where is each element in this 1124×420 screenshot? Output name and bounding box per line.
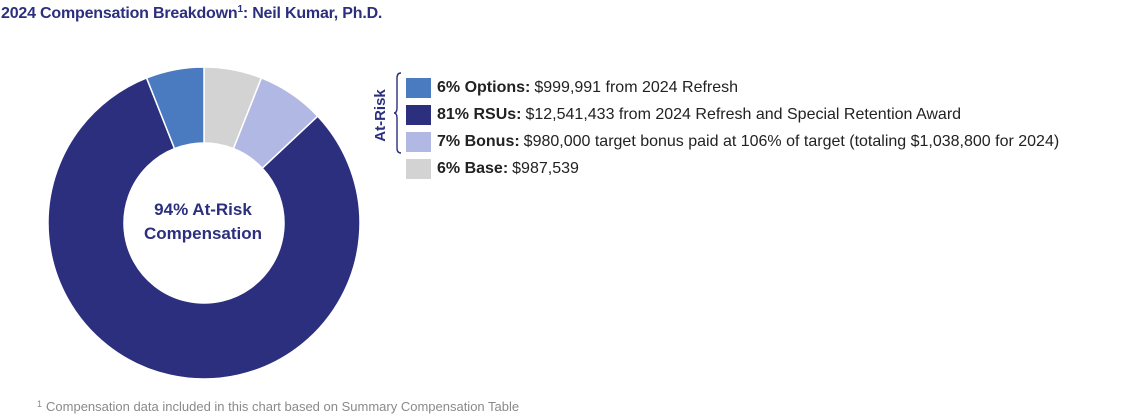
chart-legend: 6% Options: $999,991 from 2024 Refresh 8… — [406, 74, 1059, 182]
donut-chart — [47, 66, 361, 380]
chart-title-text: 2024 Compensation Breakdown — [1, 5, 238, 22]
legend-item-bonus: 7% Bonus: $980,000 target bonus paid at … — [406, 128, 1059, 155]
footnote-mark: 1 — [37, 399, 43, 409]
at-risk-bracket — [394, 72, 402, 154]
legend-item-base: 6% Base: $987,539 — [406, 155, 1059, 182]
legend-options-bold: 6% Options: — [437, 78, 531, 96]
chart-title-suffix: : Neil Kumar, Ph.D. — [242, 5, 383, 22]
legend-swatch-base — [406, 158, 431, 179]
legend-swatch-rsus — [406, 104, 431, 125]
at-risk-label-text: At-Risk — [371, 88, 389, 142]
donut-slice-options — [145, 66, 205, 150]
center-label-line1: 94% At-Risk — [154, 200, 252, 219]
legend-bonus-text: $980,000 target bonus paid at 106% of ta… — [523, 132, 1060, 150]
legend-item-rsus: 81% RSUs: $12,541,433 from 2024 Refresh … — [406, 101, 1059, 128]
legend-swatch-options — [406, 77, 431, 98]
legend-base-bold: 6% Base: — [437, 159, 509, 177]
legend-item-options: 6% Options: $999,991 from 2024 Refresh — [406, 74, 1059, 101]
legend-base-text: $987,539 — [512, 159, 579, 177]
donut-center-label: 94% At-Risk Compensation — [133, 198, 273, 246]
footnote-text: Compensation data included in this chart… — [46, 399, 520, 414]
center-label-line2: Compensation — [143, 224, 263, 243]
title-footnote-mark: 1 — [237, 4, 243, 15]
donut-slice-rsus — [47, 76, 361, 380]
legend-bonus-bold: 7% Bonus: — [437, 132, 520, 150]
legend-swatch-bonus — [406, 131, 431, 152]
legend-options-text: $999,991 from 2024 Refresh — [534, 78, 739, 96]
chart-title: 2024 Compensation Breakdown1: Neil Kumar… — [1, 4, 382, 23]
chart-footnote: 1 Compensation data included in this char… — [37, 399, 519, 414]
legend-rsus-bold: 81% RSUs: — [437, 105, 522, 123]
legend-rsus-text: $12,541,433 from 2024 Refresh and Specia… — [525, 105, 962, 123]
at-risk-bracket-label: At-Risk — [362, 85, 398, 145]
